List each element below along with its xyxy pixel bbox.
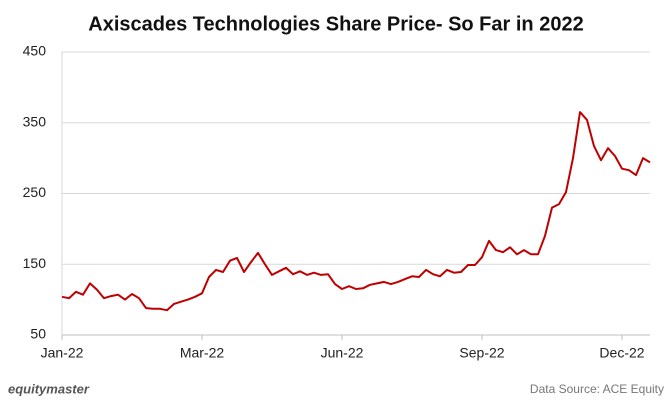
- x-tick-label: Jan-22: [41, 345, 84, 361]
- x-tick-label: Jun-22: [321, 345, 364, 361]
- x-tick-label: Dec-22: [599, 345, 644, 361]
- price-line: [61, 111, 651, 312]
- chart-title: Axiscades Technologies Share Price- So F…: [88, 13, 583, 35]
- brand: equitymaster: [8, 381, 90, 396]
- y-tick-label: 350: [23, 113, 47, 129]
- y-tick-label: 50: [30, 326, 46, 342]
- source-note: Data Source: ACE Equity: [530, 382, 664, 396]
- y-tick-label: 250: [23, 184, 47, 200]
- y-tick-label: 150: [23, 255, 47, 271]
- x-tick-label: Sep-22: [459, 345, 504, 361]
- x-tick-label: Mar-22: [180, 345, 225, 361]
- y-tick-label: 450: [23, 43, 47, 59]
